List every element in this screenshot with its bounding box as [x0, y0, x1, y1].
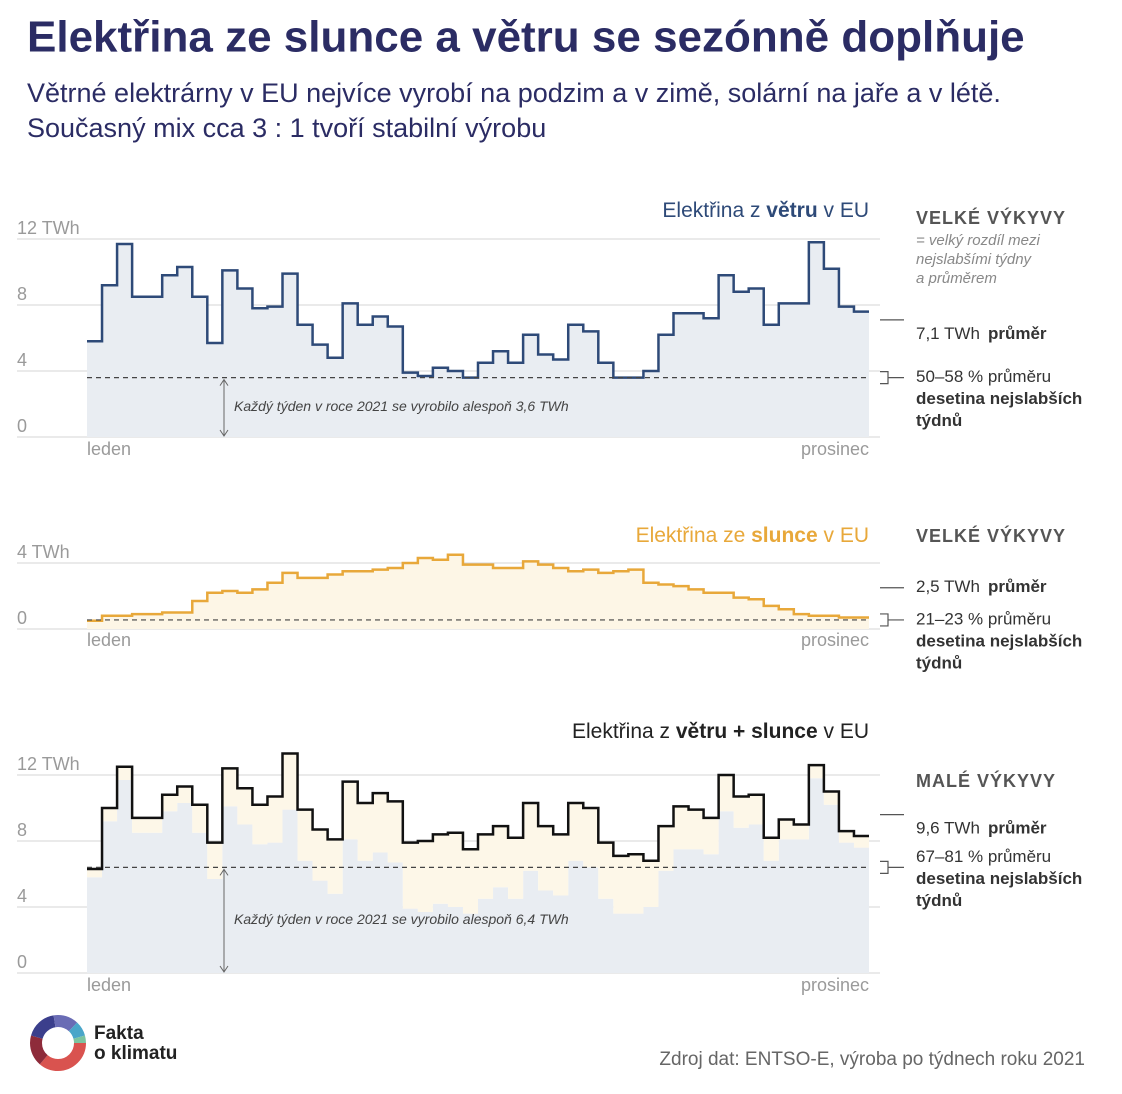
headline: Elektřina ze slunce a větru se sezónně d… [27, 13, 1025, 62]
mean-label: 2,5 TWh průměr [916, 577, 1047, 596]
chart-title: Elektřina z větru + slunce v EU [572, 720, 869, 743]
source: Zdroj dat: ENTSO-E, výroba po týdnech ro… [659, 1049, 1085, 1070]
y-tick-label: 8 [17, 284, 27, 304]
side-heading: VELKÉ VÝKYVY [916, 525, 1066, 546]
bracket [880, 371, 904, 385]
x-label: leden [87, 439, 131, 459]
title-part: větru [766, 199, 817, 222]
y-tick-label: 4 TWh [17, 542, 70, 562]
weak-desc: desetina nejslabších [916, 389, 1082, 408]
y-tick-label: 4 [17, 350, 27, 370]
mean-value: 2,5 TWh [916, 577, 980, 596]
title-part: Elektřina ze [636, 524, 752, 547]
weak-label: 21–23 % průměru [916, 609, 1051, 628]
subtitle: Větrné elektrárny v EU nejvíce vyrobí na… [27, 78, 1001, 108]
weak-label: 67–81 % průměru [916, 847, 1051, 866]
side-heading: VELKÉ VÝKYVY [916, 207, 1066, 228]
annotation: Každý týden v roce 2021 se vyrobilo ales… [234, 398, 569, 414]
logo-text: Fakta [94, 1023, 144, 1044]
bracket [880, 860, 904, 874]
weak-desc: desetina nejslabších [916, 631, 1082, 650]
mean-value: 7,1 TWh [916, 324, 980, 343]
x-label: leden [87, 975, 131, 995]
bracket [880, 613, 904, 627]
y-tick-label: 0 [17, 416, 27, 436]
weak-desc: týdnů [916, 411, 962, 430]
mean-word: průměr [988, 324, 1047, 343]
step-line [87, 752, 869, 871]
logo [30, 1015, 86, 1071]
mean-label: 9,6 TWh průměr [916, 819, 1047, 838]
title-part: Elektřina z [662, 199, 766, 222]
x-label: prosinec [801, 975, 869, 995]
title-part: v EU [818, 524, 869, 547]
mean-word: průměr [988, 577, 1047, 596]
mean-label: 7,1 TWh průměr [916, 324, 1047, 343]
weak-desc: týdnů [916, 891, 962, 910]
annotation: Každý týden v roce 2021 se vyrobilo ales… [234, 911, 569, 927]
x-label: prosinec [801, 630, 869, 650]
weak-desc: týdnů [916, 653, 962, 672]
title-part: slunce [751, 524, 818, 547]
weak-label: 50–58 % průměru [916, 367, 1051, 386]
logo-text: o klimatu [94, 1043, 177, 1064]
mean-value: 9,6 TWh [916, 819, 980, 838]
y-tick-label: 4 [17, 886, 27, 906]
y-tick-label: 8 [17, 820, 27, 840]
side-note: = velký rozdíl mezi [916, 232, 1040, 249]
y-tick-label: 12 TWh [17, 754, 80, 774]
y-tick-label: 12 TWh [17, 218, 80, 238]
weak-desc: desetina nejslabších [916, 869, 1082, 888]
x-label: prosinec [801, 439, 869, 459]
x-label: leden [87, 630, 131, 650]
arrow-head [219, 868, 229, 973]
title-part: větru + slunce [676, 720, 818, 743]
side-note: a průměrem [916, 270, 997, 287]
chart-title: Elektřina z větru v EU [662, 199, 869, 222]
title-part: Elektřina z [572, 720, 676, 743]
title-part: v EU [818, 720, 869, 743]
arrow-head [219, 378, 229, 437]
y-tick-label: 0 [17, 608, 27, 628]
step-line [87, 241, 869, 379]
title-part: v EU [818, 199, 869, 222]
side-heading: MALÉ VÝKYVY [916, 770, 1056, 791]
chart-title: Elektřina ze slunce v EU [636, 524, 869, 547]
y-tick-label: 0 [17, 952, 27, 972]
subtitle: Současný mix cca 3 : 1 tvoří stabilní vý… [27, 113, 546, 143]
side-note: nejslabšími týdny [916, 251, 1033, 268]
mean-word: průměr [988, 819, 1047, 838]
step-line [87, 553, 869, 622]
